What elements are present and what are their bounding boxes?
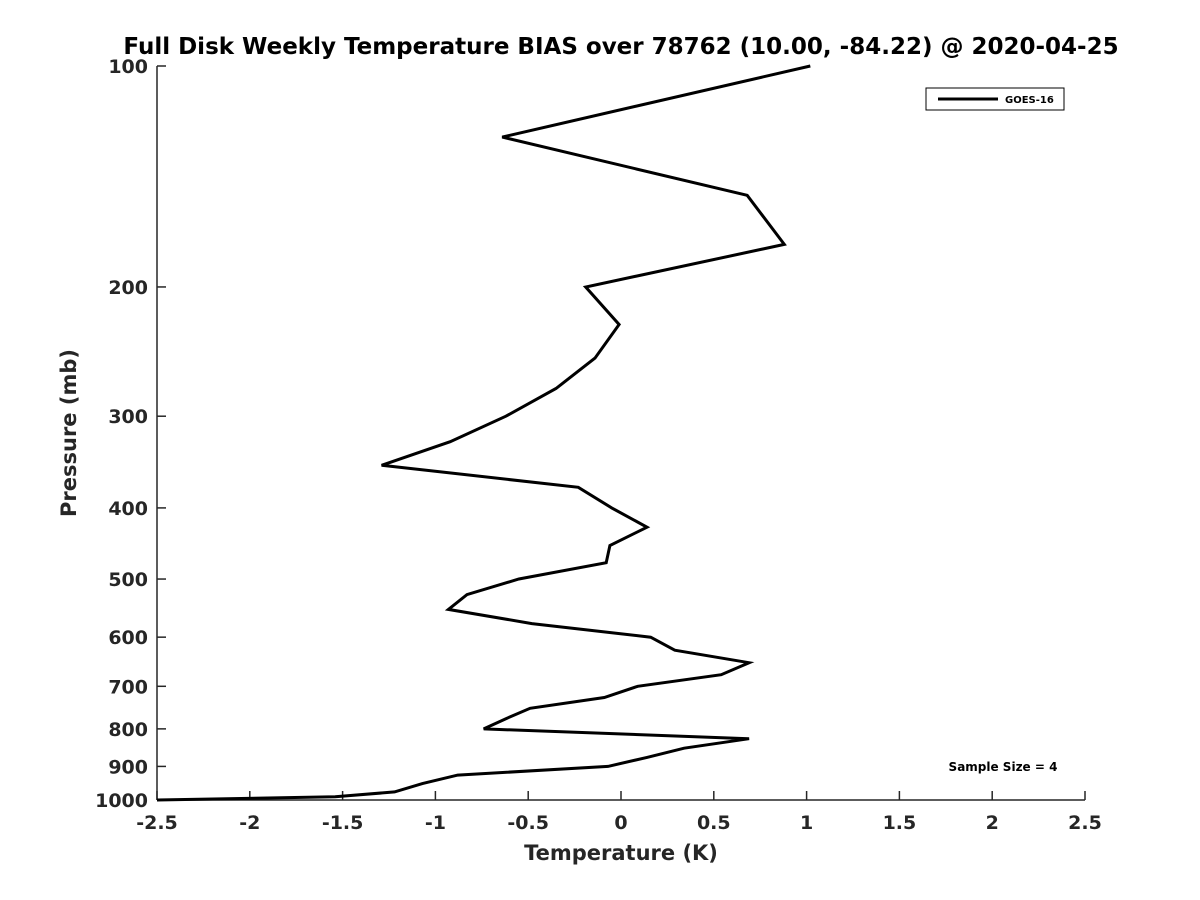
y-tick-label: 500 [108,569,148,591]
x-tick-label: -2.5 [136,812,178,834]
x-tick-label: 1.5 [883,812,917,834]
sample-size-annotation: Sample Size = 4 [949,760,1058,774]
y-tick-label: 300 [108,406,148,428]
y-tick-label: 600 [108,627,148,649]
series-layer [156,64,811,802]
y-tick-label: 100 [108,56,148,78]
y-tick-label: 200 [108,277,148,299]
y-axis-ticks: 100 200 300 400 500 600 700 800 900 1000 [95,56,166,812]
y-tick-label: 1000 [95,790,148,812]
x-tick-label: -1.5 [322,812,364,834]
y-tick-label: 800 [108,719,148,741]
legend-label-goes-16: GOES-16 [1005,95,1054,106]
y-tick-label: 900 [108,756,148,778]
axes [156,66,1085,801]
x-tick-label: -2 [239,812,260,834]
y-tick-label: 700 [108,676,148,698]
x-tick-label: 0.5 [697,812,731,834]
x-tick-label: 0 [614,812,627,834]
x-tick-label: -0.5 [507,812,549,834]
series-line-goes-16 [156,64,811,802]
chart-title: Full Disk Weekly Temperature BIAS over 7… [123,34,1118,60]
x-axis-ticks: -2.5 -2 -1.5 -1 -0.5 0 0.5 1 1.5 2 2.5 [136,791,1102,834]
x-tick-label: -1 [425,812,446,834]
y-tick-label: 400 [108,498,148,520]
y-axis-label: Pressure (mb) [57,349,81,517]
x-tick-label: 2 [986,812,999,834]
x-tick-label: 2.5 [1068,812,1102,834]
x-tick-label: 1 [800,812,813,834]
legend: GOES-16 [925,87,1065,111]
x-axis-label: Temperature (K) [524,841,718,865]
